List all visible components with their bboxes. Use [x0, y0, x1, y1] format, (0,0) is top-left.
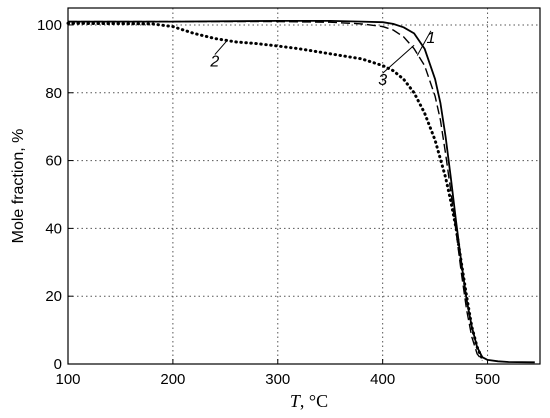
x-tick-label: 500	[475, 371, 500, 388]
y-tick-label: 20	[45, 288, 62, 305]
x-axis-symbol: T	[290, 391, 302, 411]
series-label-3: 3	[378, 72, 387, 89]
annotation-leader-3	[382, 44, 415, 74]
annotations: 1 2 3	[209, 30, 435, 89]
y-axis-label: Mole fraction, %	[10, 129, 27, 244]
series-label-1: 1	[426, 30, 435, 47]
y-tick-label: 0	[54, 356, 62, 373]
plot-frame	[67, 7, 541, 365]
series-line-1	[68, 20, 535, 364]
series-line-2	[66, 21, 484, 361]
series-line-3	[68, 20, 483, 362]
y-tick-label: 80	[45, 85, 62, 102]
y-tick-label: 40	[45, 220, 62, 237]
x-tick-labels: 100 200 300 400 500	[55, 359, 500, 388]
series-label-2: 2	[209, 54, 219, 71]
x-axis-label: T, °C	[290, 391, 328, 411]
series-group	[66, 20, 535, 364]
grid	[68, 8, 540, 364]
x-axis-unit: , °C	[300, 391, 328, 411]
annotation-leader-1	[416, 30, 432, 56]
x-tick-label: 400	[370, 371, 395, 388]
y-tick-label: 60	[45, 153, 62, 170]
x-tick-label: 300	[265, 371, 290, 388]
y-tick-labels: 0 20 40 60 80 100	[37, 17, 73, 373]
annotation-leader-2	[214, 39, 228, 55]
x-tick-label: 100	[55, 371, 80, 388]
y-tick-label: 100	[37, 17, 62, 34]
x-tick-label: 200	[160, 371, 185, 388]
